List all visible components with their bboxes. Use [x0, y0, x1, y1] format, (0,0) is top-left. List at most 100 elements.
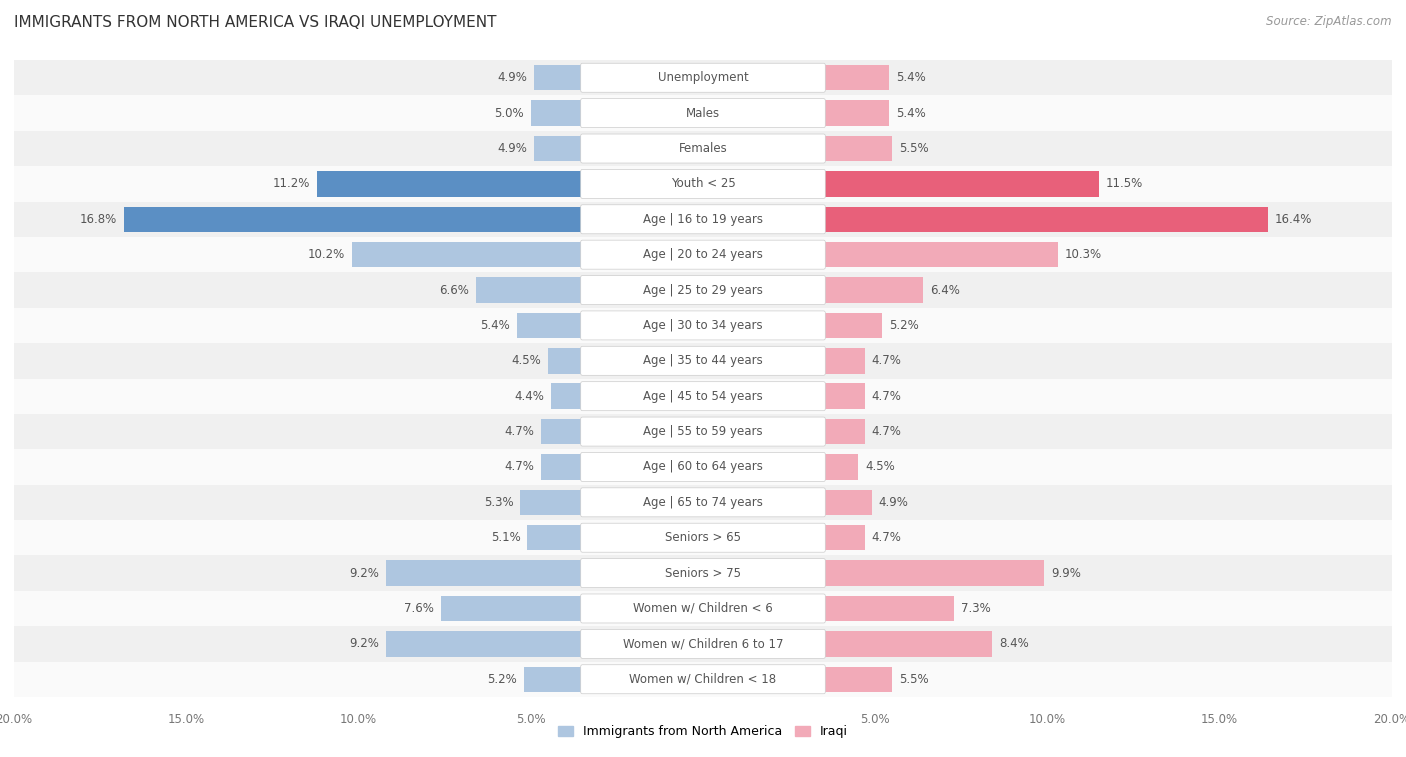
Text: 10.3%: 10.3% — [1064, 248, 1102, 261]
Text: 5.4%: 5.4% — [896, 71, 925, 84]
Bar — [14, 131, 1392, 167]
Text: 4.9%: 4.9% — [879, 496, 908, 509]
Bar — [14, 95, 1392, 131]
Text: Females: Females — [679, 142, 727, 155]
Text: 5.2%: 5.2% — [889, 319, 918, 332]
Text: 16.4%: 16.4% — [1275, 213, 1312, 226]
FancyBboxPatch shape — [581, 311, 825, 340]
Bar — [14, 378, 1392, 414]
Bar — [703, 65, 889, 91]
FancyBboxPatch shape — [581, 276, 825, 304]
Bar — [124, 207, 703, 232]
Text: 5.4%: 5.4% — [896, 107, 925, 120]
Bar — [703, 313, 882, 338]
Text: Source: ZipAtlas.com: Source: ZipAtlas.com — [1267, 15, 1392, 28]
Bar — [703, 384, 865, 409]
Bar — [524, 666, 703, 692]
Text: 4.9%: 4.9% — [498, 71, 527, 84]
Bar — [703, 136, 893, 161]
Text: 4.7%: 4.7% — [505, 460, 534, 473]
Bar — [14, 662, 1392, 697]
Text: Unemployment: Unemployment — [658, 71, 748, 84]
Text: Age | 55 to 59 years: Age | 55 to 59 years — [643, 425, 763, 438]
Text: Women w/ Children < 18: Women w/ Children < 18 — [630, 673, 776, 686]
FancyBboxPatch shape — [581, 453, 825, 481]
Text: 4.5%: 4.5% — [512, 354, 541, 367]
Bar — [441, 596, 703, 621]
Bar — [475, 277, 703, 303]
Text: 5.0%: 5.0% — [495, 107, 524, 120]
FancyBboxPatch shape — [581, 559, 825, 587]
Text: 6.4%: 6.4% — [931, 284, 960, 297]
Text: 6.6%: 6.6% — [439, 284, 468, 297]
Bar — [703, 277, 924, 303]
Bar — [352, 242, 703, 267]
Bar — [14, 590, 1392, 626]
Text: IMMIGRANTS FROM NORTH AMERICA VS IRAQI UNEMPLOYMENT: IMMIGRANTS FROM NORTH AMERICA VS IRAQI U… — [14, 15, 496, 30]
Bar — [703, 596, 955, 621]
FancyBboxPatch shape — [581, 240, 825, 269]
Text: 4.9%: 4.9% — [498, 142, 527, 155]
Bar — [517, 313, 703, 338]
Text: 4.7%: 4.7% — [872, 425, 901, 438]
Text: Youth < 25: Youth < 25 — [671, 177, 735, 191]
Text: 5.5%: 5.5% — [900, 142, 929, 155]
Text: Age | 35 to 44 years: Age | 35 to 44 years — [643, 354, 763, 367]
Bar — [548, 348, 703, 373]
Text: 4.7%: 4.7% — [872, 531, 901, 544]
FancyBboxPatch shape — [581, 205, 825, 234]
Bar — [703, 242, 1057, 267]
Text: 10.2%: 10.2% — [308, 248, 344, 261]
Text: 9.2%: 9.2% — [349, 566, 380, 580]
Text: 16.8%: 16.8% — [80, 213, 117, 226]
Bar — [534, 136, 703, 161]
Bar — [703, 666, 893, 692]
FancyBboxPatch shape — [581, 488, 825, 517]
Bar — [527, 525, 703, 550]
Bar — [531, 101, 703, 126]
Bar — [703, 419, 865, 444]
Bar — [14, 520, 1392, 556]
Text: 11.5%: 11.5% — [1107, 177, 1143, 191]
Text: 5.1%: 5.1% — [491, 531, 520, 544]
FancyBboxPatch shape — [581, 346, 825, 375]
Text: 9.9%: 9.9% — [1050, 566, 1081, 580]
FancyBboxPatch shape — [581, 170, 825, 198]
Text: Seniors > 65: Seniors > 65 — [665, 531, 741, 544]
Text: 4.7%: 4.7% — [872, 354, 901, 367]
Text: 11.2%: 11.2% — [273, 177, 311, 191]
FancyBboxPatch shape — [581, 665, 825, 693]
FancyBboxPatch shape — [581, 64, 825, 92]
Bar — [14, 556, 1392, 590]
Bar — [703, 490, 872, 515]
Bar — [14, 237, 1392, 273]
Text: 4.7%: 4.7% — [505, 425, 534, 438]
Bar — [534, 65, 703, 91]
Bar — [703, 631, 993, 656]
Bar — [551, 384, 703, 409]
Bar — [703, 348, 865, 373]
FancyBboxPatch shape — [581, 523, 825, 552]
FancyBboxPatch shape — [581, 134, 825, 163]
Text: Age | 60 to 64 years: Age | 60 to 64 years — [643, 460, 763, 473]
Bar — [14, 60, 1392, 95]
Legend: Immigrants from North America, Iraqi: Immigrants from North America, Iraqi — [553, 721, 853, 743]
Bar — [14, 414, 1392, 449]
Text: Age | 25 to 29 years: Age | 25 to 29 years — [643, 284, 763, 297]
Bar — [703, 171, 1099, 197]
Bar — [14, 167, 1392, 201]
Bar — [14, 273, 1392, 308]
Text: 7.6%: 7.6% — [405, 602, 434, 615]
Text: 8.4%: 8.4% — [1000, 637, 1029, 650]
Bar — [541, 454, 703, 480]
Text: 4.4%: 4.4% — [515, 390, 544, 403]
Bar — [14, 484, 1392, 520]
Bar — [14, 449, 1392, 484]
Text: Age | 16 to 19 years: Age | 16 to 19 years — [643, 213, 763, 226]
Text: Age | 45 to 54 years: Age | 45 to 54 years — [643, 390, 763, 403]
Text: 4.5%: 4.5% — [865, 460, 894, 473]
Text: Age | 30 to 34 years: Age | 30 to 34 years — [643, 319, 763, 332]
Text: 5.3%: 5.3% — [484, 496, 513, 509]
Text: 5.4%: 5.4% — [481, 319, 510, 332]
Bar — [14, 626, 1392, 662]
